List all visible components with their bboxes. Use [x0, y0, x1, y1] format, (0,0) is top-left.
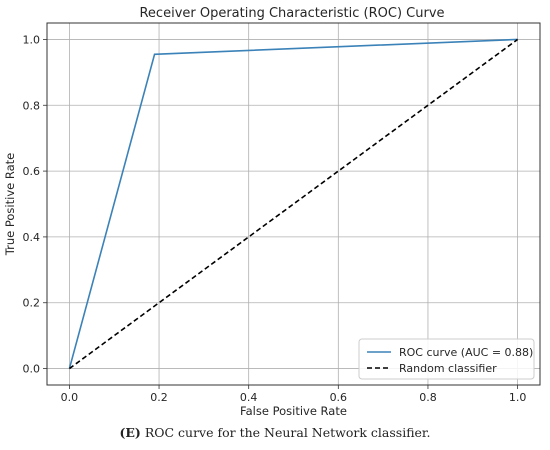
legend-entry-roc: ROC curve (AUC = 0.88)	[399, 346, 533, 359]
legend-box	[358, 338, 535, 380]
y-tick-label: 0.0	[23, 363, 41, 376]
roc-curve-line	[68, 38, 518, 369]
roc-chart: Receiver Operating Characteristic (ROC) …	[3, 6, 541, 418]
y-axis-label: True Positive Rate	[3, 153, 17, 256]
plot-frame	[46, 22, 541, 386]
x-tick-label: 0.0	[61, 391, 79, 404]
series-layer	[68, 38, 519, 370]
x-tick-label: 0.8	[419, 391, 437, 404]
caption-label: (E)	[119, 425, 141, 440]
tick-layer: 0.0 0.2 0.4 0.6 0.8 1.0 0.0 0.2 0.4 0.6 0.8 1.0	[23, 33, 527, 404]
y-tick-label: 0.8	[23, 99, 41, 112]
figure-caption: (E) ROC curve for the Neural Network cla…	[0, 425, 550, 440]
x-tick-label: 1.0	[509, 391, 527, 404]
random-classifier-line	[68, 38, 519, 370]
caption-text: ROC curve for the Neural Network classif…	[140, 425, 431, 440]
legend-entry-random: Random classifier	[399, 362, 497, 375]
x-tick-label: 0.2	[150, 391, 168, 404]
y-tick-label: 0.4	[23, 231, 41, 244]
chart-title: Receiver Operating Characteristic (ROC) …	[139, 6, 444, 21]
y-tick-label: 1.0	[23, 33, 41, 46]
y-tick-label: 0.6	[23, 165, 41, 178]
x-tick-label: 0.6	[330, 391, 348, 404]
legend: ROC curve (AUC = 0.88) Random classifier	[358, 338, 535, 380]
x-axis-label: False Positive Rate	[240, 404, 347, 418]
y-tick-label: 0.2	[23, 297, 41, 310]
grid-lines	[47, 23, 540, 385]
x-tick-label: 0.4	[240, 391, 258, 404]
